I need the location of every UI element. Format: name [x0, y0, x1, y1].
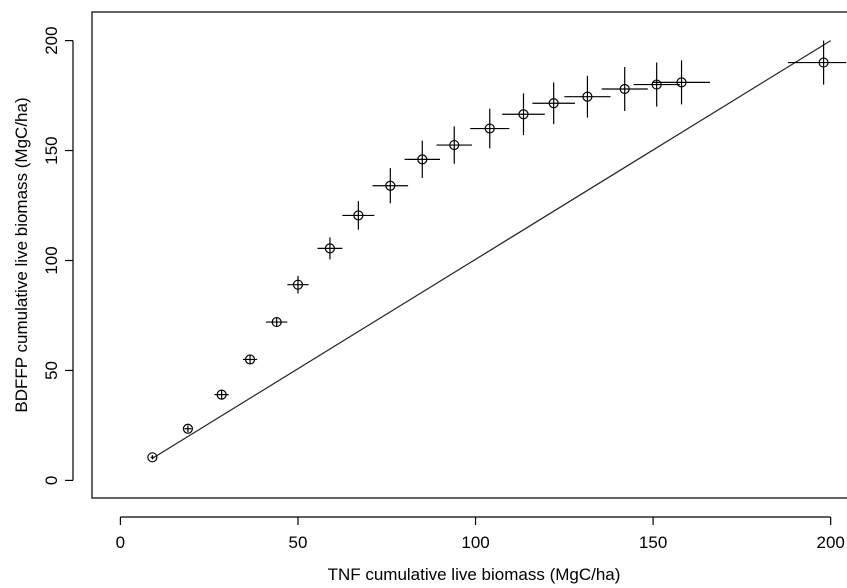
data-point [653, 60, 710, 105]
x-tick-label: 200 [817, 533, 845, 552]
point-marker [582, 91, 593, 102]
reference-line-group [152, 40, 832, 459]
point-marker [518, 109, 529, 120]
point-marker [676, 77, 687, 88]
data-point [372, 168, 409, 204]
data-point [532, 82, 575, 125]
y-tick-label: 200 [42, 26, 61, 54]
point-marker [271, 316, 282, 328]
y-tick-label: 100 [42, 246, 61, 274]
point-marker [619, 83, 630, 95]
data-point [242, 354, 258, 365]
data-point [342, 201, 375, 230]
point-marker [484, 123, 495, 134]
y-tick-label: 50 [42, 361, 61, 380]
data-point [502, 93, 545, 136]
x-tick-label: 150 [639, 533, 667, 552]
point-marker [548, 98, 559, 109]
point-marker [818, 57, 829, 68]
data-point [788, 40, 846, 85]
reference-line [152, 40, 832, 459]
data-point [182, 423, 193, 434]
data-point [436, 126, 472, 164]
data-point [317, 237, 343, 260]
axes: 0 50 100 150 200 0 50 100 150 200 [42, 26, 845, 552]
plot-frame [91, 11, 847, 499]
x-axis-title: TNF cumulative live biomass (MgC/ha) [328, 565, 621, 584]
point-marker [651, 79, 662, 90]
data-point [564, 75, 611, 118]
point-marker [147, 452, 158, 463]
y-tick-label: 150 [42, 136, 61, 164]
data-point [147, 452, 158, 463]
y-tick-label: 0 [42, 476, 61, 485]
point-marker [353, 210, 364, 221]
point-marker [324, 243, 336, 254]
point-marker [385, 180, 396, 191]
data-points [147, 40, 846, 463]
point-marker [417, 154, 428, 165]
x-tick-label: 100 [461, 533, 489, 552]
point-marker [292, 279, 304, 290]
point-marker [449, 139, 460, 151]
y-axis-title: BDFFP cumulative live biomass (MgC/ha) [12, 97, 31, 412]
data-point [470, 108, 510, 149]
x-tick-label: 50 [289, 533, 308, 552]
data-point [266, 316, 288, 328]
data-point [404, 140, 441, 179]
data-point [601, 66, 648, 111]
point-marker [182, 423, 193, 434]
point-marker [244, 354, 256, 365]
data-point [633, 62, 680, 107]
x-tick-label: 0 [116, 533, 125, 552]
data-point [214, 389, 229, 400]
point-marker [216, 389, 227, 400]
data-point [287, 275, 309, 294]
